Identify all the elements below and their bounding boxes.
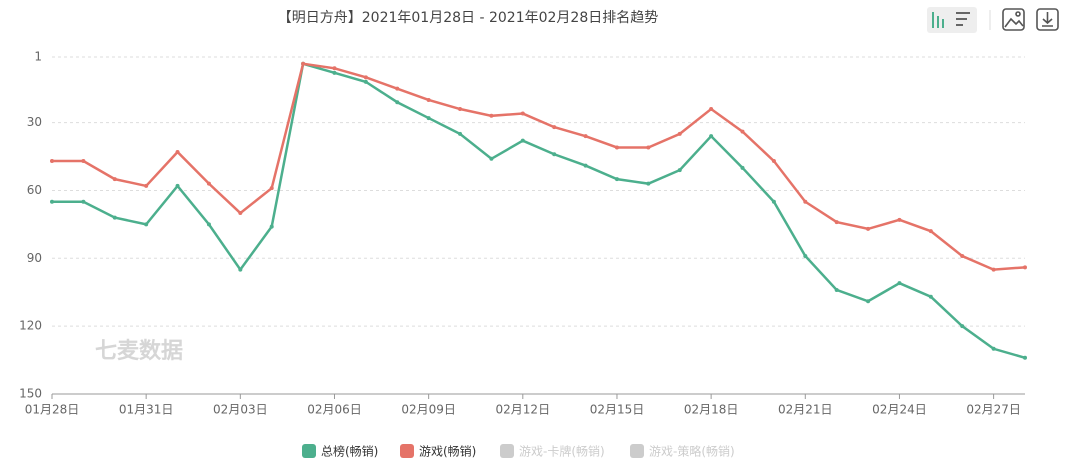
chart-title: 【明日方舟】2021年01月28日 - 2021年02月28日排名趋势 <box>278 10 658 26</box>
point <box>740 129 745 134</box>
y-tick-label: 120 <box>19 319 42 333</box>
point <box>866 226 871 231</box>
bar-icon[interactable] <box>956 12 970 26</box>
point <box>206 181 211 186</box>
x-tick-label: 02月27日 <box>966 403 1021 417</box>
point <box>520 138 525 143</box>
x-tick-label: 02月03日 <box>213 403 268 417</box>
point <box>897 217 902 222</box>
point <box>238 211 243 216</box>
point <box>897 281 902 286</box>
toolbar-bg <box>927 7 977 33</box>
y-tick-label: 30 <box>27 115 42 129</box>
watermark: 七麦数据 <box>95 338 183 364</box>
point <box>458 107 463 112</box>
point <box>614 177 619 182</box>
point <box>803 199 808 204</box>
point <box>301 61 306 66</box>
legend-label: 总榜(畅销) <box>321 444 378 459</box>
legend-label: 游戏-卡牌(畅销) <box>519 445 605 459</box>
x-tick-label: 01月31日 <box>119 403 174 417</box>
point <box>583 163 588 168</box>
legend-icon <box>400 444 414 458</box>
y-tick-label: 90 <box>27 251 42 265</box>
point <box>489 156 494 161</box>
point <box>709 134 714 139</box>
y-tick-label: 150 <box>19 387 42 401</box>
point <box>458 131 463 136</box>
point <box>614 145 619 150</box>
point <box>175 183 180 188</box>
x-tick-label: 02月06日 <box>307 403 362 417</box>
point <box>363 75 368 80</box>
point <box>426 116 431 121</box>
legend-icon <box>302 444 316 458</box>
point <box>552 152 557 157</box>
point <box>332 70 337 75</box>
x-tick-label: 01月28日 <box>25 403 80 417</box>
point <box>991 267 996 272</box>
point <box>50 199 54 204</box>
point <box>112 215 117 220</box>
x-tick-label: 02月21日 <box>778 403 833 417</box>
toolbar <box>927 7 1059 33</box>
legend-label: 游戏(畅销) <box>419 445 476 459</box>
point <box>1023 265 1027 270</box>
point <box>991 346 996 351</box>
point <box>426 97 431 102</box>
point <box>646 145 651 150</box>
point <box>50 159 54 164</box>
point <box>81 159 86 164</box>
line-icon[interactable] <box>932 12 944 28</box>
point <box>834 287 839 292</box>
series-line <box>52 62 1026 360</box>
point <box>206 222 211 227</box>
point <box>363 79 368 84</box>
point <box>928 229 933 234</box>
image-icon[interactable] <box>1002 8 1025 31</box>
x-tick-label: 02月15日 <box>590 403 645 417</box>
series-line <box>52 62 1026 271</box>
point <box>709 107 714 112</box>
download-icon[interactable] <box>1036 8 1059 31</box>
point <box>552 125 557 130</box>
point <box>834 220 839 225</box>
point <box>81 199 86 204</box>
point <box>771 199 776 204</box>
y-tick-label: 60 <box>27 183 42 197</box>
point <box>866 299 871 304</box>
point <box>269 224 274 229</box>
point <box>677 168 682 173</box>
point <box>771 159 776 164</box>
x-tick-label: 02月12日 <box>496 403 551 417</box>
point <box>520 111 525 116</box>
y-tick-label: 1 <box>34 50 42 64</box>
point <box>238 267 243 272</box>
point <box>928 294 933 299</box>
point <box>1023 355 1027 360</box>
point <box>112 177 117 182</box>
point <box>960 254 965 259</box>
point <box>144 183 149 188</box>
point <box>269 186 274 191</box>
point <box>960 324 965 329</box>
point <box>175 149 180 154</box>
legend-label: 游戏-策略(畅销) <box>649 444 735 459</box>
point <box>332 66 337 71</box>
point <box>583 134 588 139</box>
point <box>395 100 400 105</box>
point <box>395 86 400 91</box>
point <box>489 113 494 118</box>
point <box>144 222 149 227</box>
x-tick-label: 02月18日 <box>684 403 739 417</box>
x-tick-label: 02月09日 <box>401 403 456 417</box>
point <box>677 131 682 136</box>
point <box>646 181 651 186</box>
point <box>803 254 808 259</box>
point <box>740 165 745 170</box>
legend-icon <box>500 444 514 458</box>
x-tick-label: 02月24日 <box>872 403 927 417</box>
legend-icon <box>630 444 644 458</box>
